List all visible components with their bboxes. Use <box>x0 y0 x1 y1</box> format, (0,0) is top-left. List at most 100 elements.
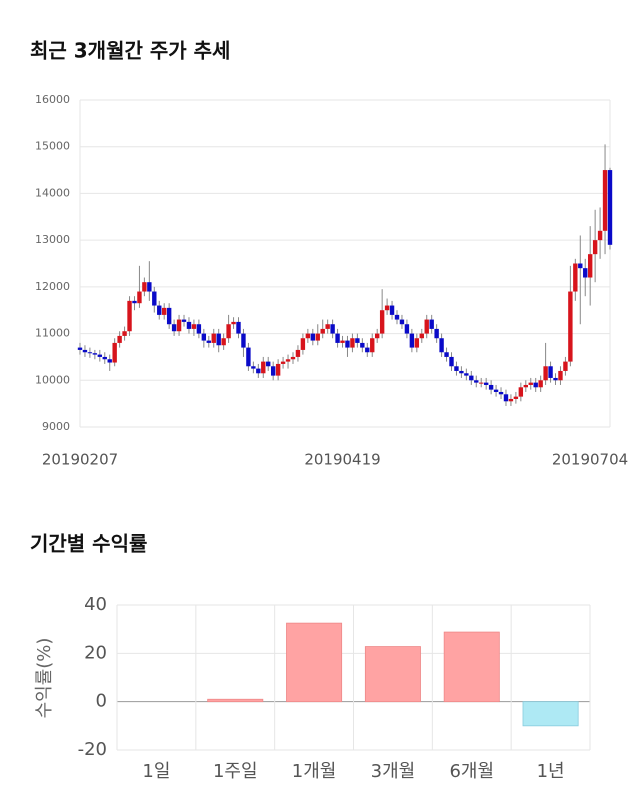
y-tick-label: 10000 <box>35 373 70 386</box>
candle-body <box>558 370 563 381</box>
candle-body <box>330 324 335 334</box>
candle-body <box>583 268 588 278</box>
candle-body <box>602 170 608 231</box>
chart-title: 기간별 수익률 <box>30 532 147 556</box>
candle-body <box>587 254 593 278</box>
candle-body <box>152 291 157 306</box>
candle-body <box>607 170 613 245</box>
candle-body <box>246 347 251 367</box>
candle-body <box>142 282 147 292</box>
candle-body <box>325 324 330 329</box>
x-tick-label: 20190419 <box>304 451 380 469</box>
candle-body <box>345 340 350 348</box>
candle-body <box>449 356 454 367</box>
candle-body <box>429 319 434 329</box>
candle-body <box>290 356 296 360</box>
bar <box>364 646 421 703</box>
bar <box>207 698 264 703</box>
y-tick-label: 15000 <box>35 140 70 153</box>
candle-body <box>365 347 370 353</box>
candle-body <box>127 300 132 332</box>
x-tick-label: 3개월 <box>371 761 416 782</box>
candle-body <box>578 263 583 269</box>
candle-body <box>147 282 152 292</box>
candle-body <box>241 333 246 348</box>
candle-body <box>335 333 340 343</box>
candle-body <box>548 366 553 378</box>
candle-body <box>597 230 603 241</box>
y-tick-label: 20 <box>84 642 107 663</box>
y-tick-label: 40 <box>84 594 107 615</box>
x-tick-label: 1일 <box>142 761 170 782</box>
y-tick-label: 11000 <box>35 327 70 340</box>
candle-body <box>419 333 424 339</box>
x-tick-label: 6개월 <box>449 761 494 782</box>
candle-body <box>320 328 325 334</box>
candle-body <box>196 324 202 334</box>
candle-body <box>266 361 271 367</box>
candle-body <box>538 380 543 388</box>
candle-body <box>409 333 415 348</box>
candle-body <box>261 361 266 374</box>
y-tick-label: 14000 <box>35 186 70 199</box>
candle-body <box>360 342 365 348</box>
candle-body <box>122 331 127 336</box>
candle-body <box>270 366 276 376</box>
candle-body <box>300 338 306 350</box>
candle-body <box>498 391 504 395</box>
x-tick-label: 20190207 <box>42 451 118 469</box>
candle-body <box>137 291 142 304</box>
candle-body <box>216 333 221 346</box>
candle-body <box>568 291 573 362</box>
y-tick-label: 16000 <box>35 93 70 106</box>
candle-body <box>295 349 301 357</box>
candle-body <box>275 363 281 376</box>
y-axis-label: 수익률(%) <box>34 638 55 719</box>
bar <box>443 631 500 703</box>
candle-body <box>310 333 316 341</box>
candle-body <box>87 352 93 354</box>
candle-body <box>102 356 107 360</box>
bar <box>522 701 579 727</box>
candle-body <box>573 263 578 292</box>
x-tick-label: 20190704 <box>552 451 628 469</box>
y-tick-label: 12000 <box>35 280 70 293</box>
candle-body <box>340 340 345 343</box>
candle-body <box>201 333 207 341</box>
candle-body <box>454 366 459 371</box>
candle-body <box>186 321 192 329</box>
candle-body <box>434 328 439 339</box>
candle-body <box>92 353 98 355</box>
y-tick-label: -20 <box>78 739 107 760</box>
candle-body <box>513 396 519 399</box>
y-tick-label: 13000 <box>35 233 70 246</box>
candle-body <box>231 321 236 325</box>
candle-body <box>166 307 172 325</box>
candle-body <box>162 307 167 315</box>
candle-body <box>117 335 122 343</box>
candle-body <box>592 240 598 255</box>
y-tick-label: 0 <box>96 691 107 712</box>
candle-body <box>553 377 558 381</box>
candle-body <box>444 352 449 357</box>
candle-body <box>414 338 420 348</box>
candle-body <box>399 319 405 325</box>
candle-body <box>112 342 117 363</box>
candle-body <box>132 300 137 304</box>
candle-body <box>191 324 197 329</box>
candle-body <box>236 321 241 334</box>
x-tick-label: 1주일 <box>213 761 258 782</box>
candle-body <box>221 338 226 346</box>
candle-body <box>394 314 400 320</box>
candle-body <box>107 359 112 363</box>
candle-body <box>474 380 479 383</box>
candle-body <box>469 375 474 381</box>
candle-body <box>464 373 469 376</box>
candle-body <box>226 324 231 339</box>
candle-body <box>459 370 464 374</box>
candle-body <box>181 319 187 322</box>
candle-body <box>305 333 311 339</box>
candle-body <box>280 361 286 364</box>
candle-body <box>350 338 355 348</box>
